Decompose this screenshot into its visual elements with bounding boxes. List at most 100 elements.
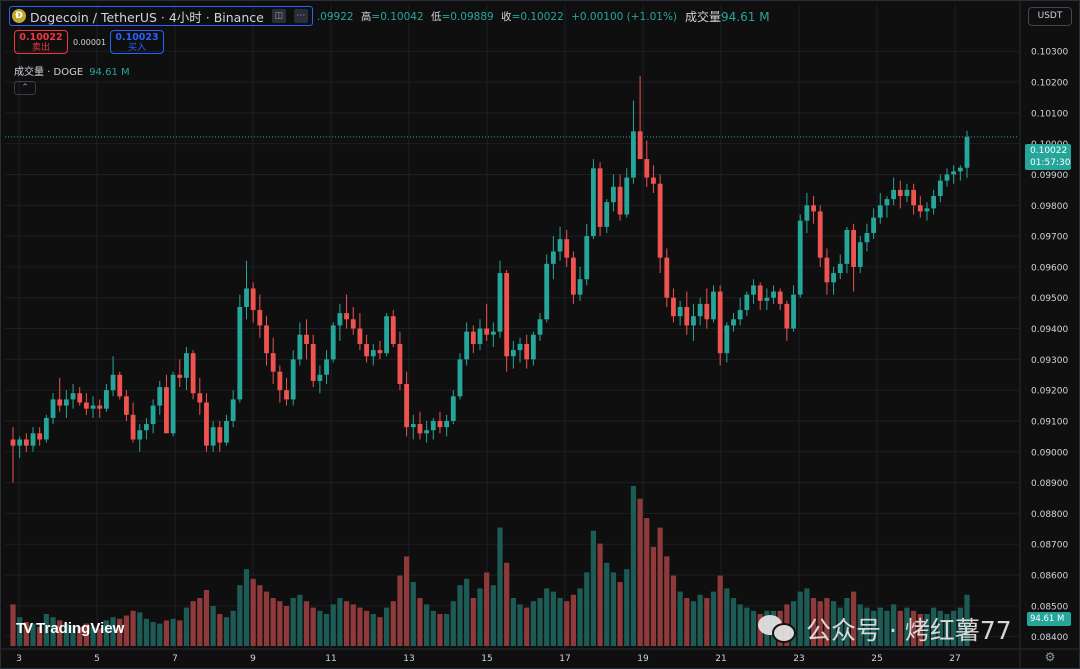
y-tick-label: 0.08800 [1031,510,1068,520]
candle-body [664,257,670,298]
volume-bar [810,598,817,646]
x-tick-label: 23 [793,654,804,664]
volume-bar [237,585,243,646]
volume-bar [877,607,883,646]
volume-bar [297,594,303,646]
settings-gear-icon[interactable]: ⚙ [1044,650,1056,664]
currency-button[interactable]: USDT [1028,7,1072,26]
volume-bar [37,626,43,646]
buy-price: 0.10023 [115,32,159,43]
volume-bar [924,614,930,646]
symbol-title: Dogecoin / TetherUS · 4小时 · Binance [30,9,264,25]
volume-bar [103,620,109,646]
volume-bar [737,604,743,646]
volume-bar [717,575,723,646]
candle-body [77,393,83,403]
tradingview-logo[interactable]: TV TradingView [16,620,124,637]
volume-bar [470,598,476,646]
volume-bar [397,575,403,646]
buy-button[interactable]: 0.10023 买入 [110,30,164,54]
volume-bar [577,588,583,646]
candle-body [624,177,630,215]
volume-bar [897,610,903,646]
volume-bar [230,610,236,646]
y-tick-label: 0.08900 [1031,479,1068,489]
candle-body [224,420,229,443]
candle-body [250,288,256,311]
candle-body [877,205,883,218]
volume-bar [223,617,230,646]
collapse-chevron-icon[interactable]: ⌃ [14,81,36,95]
y-tick-label: 0.09900 [1031,171,1068,181]
volume-bar [630,486,637,646]
volume-bar [917,614,923,646]
symbol-settings-icon[interactable]: ◫ [271,9,286,23]
volume-bar [564,601,570,646]
volume-bar [217,614,223,646]
volume-bar [43,614,49,646]
candle-body [751,285,756,295]
volume-bar [730,598,737,646]
x-tick-label: 3 [16,654,22,664]
volume-bar [330,604,336,646]
candle-body [390,316,396,344]
candle-body [90,405,96,409]
volume-bar [203,590,210,646]
volume-bar [163,620,170,646]
candle-body [857,242,863,267]
candle-body [57,399,63,406]
candle-body [384,316,389,354]
candle-body [164,387,169,434]
candle-body [37,433,43,440]
sell-button[interactable]: 0.10022 卖出 [14,30,68,54]
volume-bar [77,626,83,646]
volume-bar [524,607,530,646]
candle-body [704,303,710,320]
candle-body [344,313,349,320]
volume-bar [444,614,450,646]
candle-body [737,310,743,320]
candle-body [150,405,156,425]
volume-bar [817,601,823,646]
volume-bar [283,606,290,646]
volume-bar [290,598,296,646]
candle-body [304,334,309,344]
candle-body [957,167,963,172]
candle-body [477,328,483,344]
candle-body [284,390,289,400]
candle-body [217,427,223,443]
volume-bar [343,601,350,646]
low-value: =0.09889 [441,10,494,23]
candle-body [550,251,556,264]
candle-body [310,343,316,381]
candle-body [797,220,803,295]
candle-body [604,202,610,227]
volume-bar [544,588,550,646]
x-tick-label: 5 [94,654,100,664]
volume-bar [490,585,496,646]
candle-body [417,424,423,434]
symbol-selector[interactable]: Ð Dogecoin / TetherUS · 4小时 · Binance ◫ … [9,6,313,26]
candle-body [637,131,643,160]
candle-body [430,420,436,431]
volume-bar [650,546,657,646]
volume-bar [83,623,89,646]
candle-body [731,319,736,326]
volume-bar [317,610,323,646]
volume-bar [63,623,69,646]
candle-body [464,331,470,360]
candle-body [330,325,336,360]
volume-bar [310,607,316,646]
candle-body [97,405,103,409]
volume-bar [850,591,857,646]
candle-body [811,205,816,212]
candle-body [177,374,183,378]
y-tick-label: 0.09800 [1031,202,1068,212]
candle-body [184,353,189,378]
more-options-icon[interactable]: ⋯ [293,9,308,23]
y-tick-label: 0.08400 [1031,633,1068,643]
volume-label: 成交量 [685,9,722,24]
candle-body [204,402,209,446]
